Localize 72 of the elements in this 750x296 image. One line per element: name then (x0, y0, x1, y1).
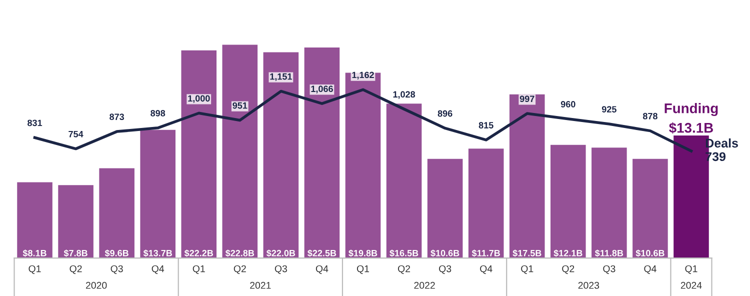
x-tick-label: Q3 (274, 265, 287, 274)
bar (304, 48, 340, 258)
x-tick-label: Q2 (70, 265, 82, 274)
text: 2024 (680, 282, 702, 289)
x-tick-label: Q1 (28, 265, 41, 274)
data-label: 1,000 (188, 95, 210, 103)
data-label: $19.8B (348, 250, 378, 257)
data-label: 925 (602, 106, 616, 112)
x-tick-label: Q1 (521, 265, 534, 274)
data-label: 898 (150, 110, 166, 116)
text: 2022 (414, 282, 435, 289)
x-tick-label: Q2 (234, 265, 246, 274)
x-tick-label: Q3 (439, 265, 452, 274)
data-label: $11.8B (594, 250, 624, 257)
bar (99, 168, 134, 258)
bar (468, 148, 504, 258)
x-tick-label: Q2 (398, 265, 410, 274)
data-label: $22.5B (308, 250, 336, 257)
data-label: $13.1B (669, 122, 713, 134)
data-label: $16.5B (390, 250, 418, 257)
data-label: 960 (560, 101, 576, 108)
data-label: 878 (642, 112, 658, 120)
data-label: 951 (232, 102, 248, 109)
x-tick-label: Q4 (644, 265, 656, 274)
data-label: 831 (28, 120, 42, 126)
bar (386, 104, 422, 258)
data-label: 896 (438, 110, 452, 117)
data-label: 754 (68, 130, 84, 138)
bar (550, 144, 586, 258)
x-tick-label: Q1 (192, 265, 205, 274)
x-tick-label: Q4 (480, 265, 492, 274)
x-tick-label: Q3 (110, 265, 123, 274)
data-label: 1,162 (352, 72, 374, 80)
data-label: 1,028 (393, 91, 416, 99)
bar (222, 44, 258, 258)
data-label: $10.6B (636, 250, 664, 257)
bar (263, 52, 299, 258)
bar (427, 158, 463, 258)
text: 2021 (250, 282, 271, 289)
x-tick-label: Q4 (152, 265, 164, 274)
data-label: $17.5B (512, 250, 542, 257)
data-label: $8.1B (22, 250, 46, 257)
bar (345, 72, 381, 258)
data-label: $12.1B (554, 250, 582, 257)
x-tick-label: Q1 (356, 265, 370, 274)
data-label: 873 (110, 114, 124, 120)
data-label: 997 (520, 96, 534, 102)
data-label: $13.7B (143, 250, 172, 257)
data-label: $22.0B (266, 250, 296, 257)
bar (509, 94, 545, 258)
data-label: 1,066 (311, 86, 333, 94)
x-tick-label: Q3 (603, 265, 616, 274)
bar (181, 50, 217, 258)
x-tick-label: Q2 (562, 265, 574, 274)
text: 2023 (578, 282, 600, 289)
bar (17, 182, 52, 258)
data-label: $7.8B (64, 250, 88, 257)
data-label: 815 (478, 122, 494, 128)
data-label: $9.6B (104, 250, 128, 257)
bar (140, 130, 176, 258)
data-label: 1,151 (270, 73, 292, 82)
x-tick-label: Q4 (316, 265, 328, 274)
series-label: Funding (664, 103, 718, 116)
data-label: $22.2B (184, 250, 214, 257)
data-label: $10.6B (430, 250, 460, 257)
text: 2020 (86, 282, 107, 289)
x-tick-label: Q1 (685, 265, 698, 274)
data-label: $11.7B (472, 250, 500, 257)
bar (58, 185, 94, 258)
data-label: $22.8B (225, 250, 254, 257)
bar (632, 158, 668, 258)
bar (592, 148, 627, 258)
